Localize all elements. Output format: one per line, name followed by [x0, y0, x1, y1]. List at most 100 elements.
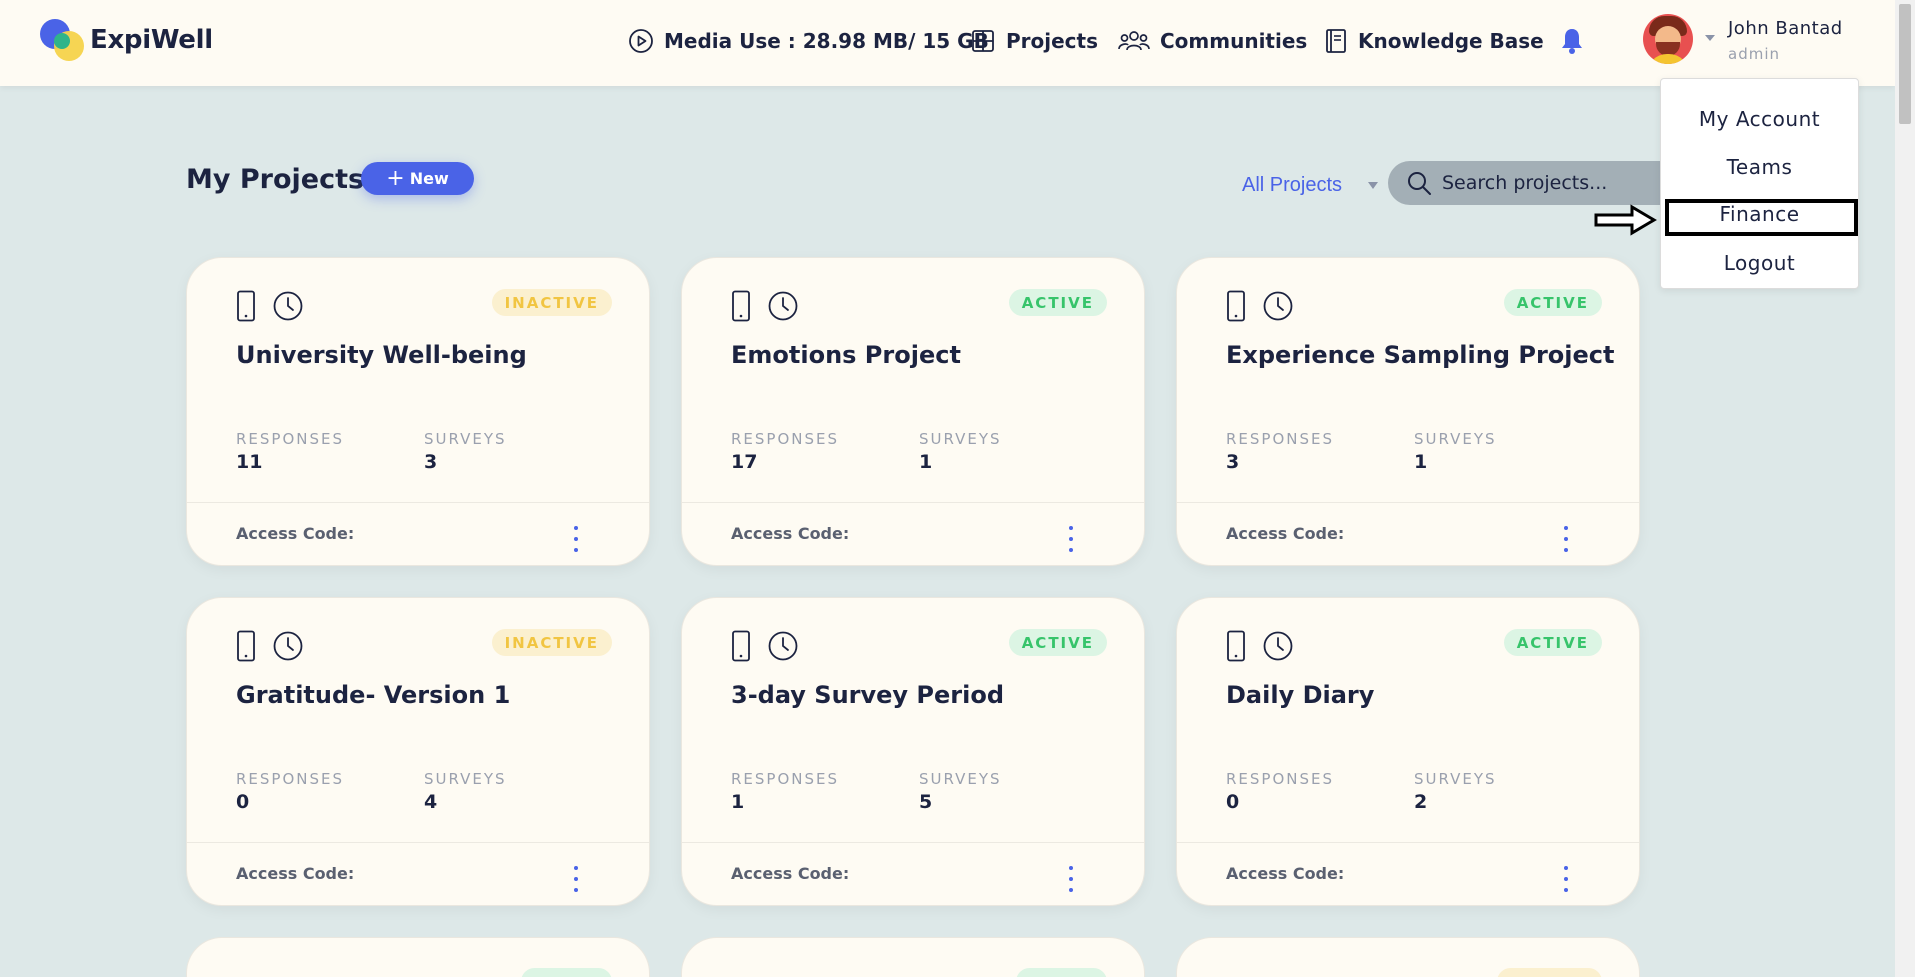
nav-knowledge-base[interactable]: Knowledge Base — [1324, 26, 1544, 56]
responses-count: 1 — [731, 791, 745, 813]
surveys-count: 1 — [1414, 451, 1428, 473]
user-role: admin — [1728, 45, 1780, 63]
page-scrollbar[interactable] — [1895, 0, 1915, 977]
avatar[interactable] — [1643, 14, 1693, 64]
plus-icon: + — [386, 165, 405, 191]
menu-item-my-account[interactable]: My Account — [1698, 107, 1821, 131]
card-divider — [1177, 502, 1639, 503]
project-card[interactable]: ACTIVE Daily Diary RESPONSES SURVEYS 0 2 Acces… — [1176, 597, 1640, 906]
project-title[interactable]: Daily Diary — [1226, 681, 1375, 709]
project-title[interactable]: Emotions Project — [731, 341, 961, 369]
access-code-label: Access Code: — [1226, 864, 1345, 883]
status-badge: ACTIVE — [1008, 629, 1107, 656]
surveys-label: SURVEYS — [919, 430, 1002, 448]
responses-label: RESPONSES — [1226, 430, 1335, 448]
project-card[interactable]: ACTIVE Emotions Project RESPONSES SURVEYS 17… — [681, 257, 1145, 566]
project-title[interactable]: 3-day Survey Period — [731, 681, 1005, 709]
expiwell-logo-icon — [40, 17, 86, 63]
project-title[interactable]: University Well-being — [236, 341, 527, 369]
new-project-label: New — [409, 169, 449, 188]
clock-icon — [273, 291, 303, 321]
project-type-icons — [236, 290, 304, 322]
users-icon — [1118, 31, 1150, 51]
new-project-button[interactable]: + New — [361, 162, 474, 195]
nav-communities[interactable]: Communities — [1118, 26, 1307, 56]
more-vertical-icon[interactable] — [1561, 526, 1571, 552]
card-divider — [682, 842, 1144, 843]
project-filter-select[interactable]: All Projects — [1242, 174, 1343, 196]
project-card[interactable]: INACTIVE University Well-being RESPONSES SU… — [186, 257, 650, 566]
responses-label: RESPONSES — [731, 430, 840, 448]
bell-icon[interactable] — [1559, 27, 1585, 55]
nav-projects[interactable]: Projects — [970, 26, 1098, 56]
project-card-partial[interactable] — [1176, 937, 1640, 977]
app-logo[interactable]: ExpiWell — [40, 17, 213, 63]
scrollbar-thumb[interactable] — [1899, 4, 1911, 124]
clock-icon — [768, 631, 798, 661]
project-card-partial[interactable] — [681, 937, 1145, 977]
surveys-count: 3 — [424, 451, 438, 473]
menu-item-finance[interactable]: Finance — [1719, 202, 1800, 226]
card-divider — [1177, 842, 1639, 843]
project-card-partial[interactable] — [186, 937, 650, 977]
project-type-icons — [1226, 630, 1294, 662]
project-title[interactable]: Experience Sampling Project — [1226, 341, 1615, 369]
more-vertical-icon[interactable] — [1561, 866, 1571, 892]
project-card[interactable]: ACTIVE Experience Sampling Project RESPONS… — [1176, 257, 1640, 566]
surveys-label: SURVEYS — [424, 770, 507, 788]
responses-count: 11 — [236, 451, 263, 473]
caret-down-icon[interactable] — [1368, 182, 1378, 189]
access-code-label: Access Code: — [731, 524, 850, 543]
surveys-count: 1 — [919, 451, 933, 473]
responses-label: RESPONSES — [731, 770, 840, 788]
more-vertical-icon[interactable] — [571, 526, 581, 552]
chevron-down-icon[interactable] — [1705, 35, 1715, 41]
status-badge: ACTIVE — [1008, 289, 1107, 316]
smartphone-icon — [237, 630, 255, 662]
search-input[interactable] — [1442, 172, 1662, 194]
search-icon — [1408, 172, 1431, 195]
project-title[interactable]: Gratitude- Version 1 — [236, 681, 511, 709]
menu-item-logout[interactable]: Logout — [1723, 251, 1796, 275]
surveys-label: SURVEYS — [919, 770, 1002, 788]
media-use-text: Media Use : 28.98 MB/ 15 GB — [664, 29, 989, 53]
search-box[interactable] — [1388, 161, 1688, 205]
responses-label: RESPONSES — [236, 770, 345, 788]
access-code-label: Access Code: — [236, 864, 355, 883]
media-use-indicator: Media Use : 28.98 MB/ 15 GB — [628, 26, 989, 56]
nav-projects-label: Projects — [1006, 29, 1099, 53]
card-divider — [187, 842, 649, 843]
status-badge — [1496, 968, 1602, 977]
card-divider — [187, 502, 649, 503]
responses-count: 0 — [236, 791, 250, 813]
project-card[interactable]: ACTIVE 3-day Survey Period RESPONSES SURVEY… — [681, 597, 1145, 906]
clock-icon — [1263, 631, 1293, 661]
project-type-icons — [1226, 290, 1294, 322]
surveys-label: SURVEYS — [424, 430, 507, 448]
access-code-label: Access Code: — [731, 864, 850, 883]
status-badge: INACTIVE — [491, 629, 612, 656]
surveys-label: SURVEYS — [1414, 430, 1497, 448]
status-badge: INACTIVE — [491, 289, 612, 316]
menu-item-teams[interactable]: Teams — [1726, 155, 1793, 179]
surveys-count: 4 — [424, 791, 438, 813]
responses-label: RESPONSES — [236, 430, 345, 448]
grid-icon — [972, 30, 994, 52]
more-vertical-icon[interactable] — [571, 866, 581, 892]
status-badge: ACTIVE — [1503, 629, 1602, 656]
smartphone-icon — [732, 290, 750, 322]
more-vertical-icon[interactable] — [1066, 866, 1076, 892]
card-divider — [682, 502, 1144, 503]
surveys-label: SURVEYS — [1414, 770, 1497, 788]
responses-count: 3 — [1226, 451, 1240, 473]
user-dropdown-menu: My Account Teams Finance Logout — [1660, 78, 1859, 289]
status-badge — [521, 968, 612, 977]
play-circle-icon — [629, 29, 653, 53]
project-card[interactable]: INACTIVE Gratitude- Version 1 RESPONSES SUR… — [186, 597, 650, 906]
user-name: John Bantad — [1728, 18, 1843, 39]
responses-label: RESPONSES — [1226, 770, 1335, 788]
smartphone-icon — [237, 290, 255, 322]
more-vertical-icon[interactable] — [1066, 526, 1076, 552]
arrow-right-icon — [1594, 204, 1657, 236]
smartphone-icon — [732, 630, 750, 662]
